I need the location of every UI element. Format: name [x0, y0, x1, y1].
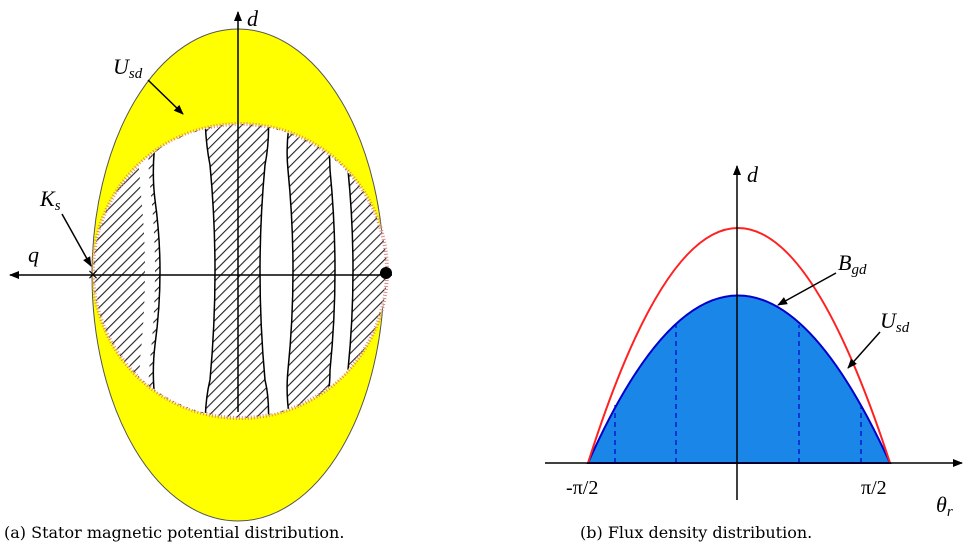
leader: [62, 214, 91, 266]
flux-density-area: [588, 296, 890, 464]
marker-dot: [380, 267, 392, 279]
label-sub: sd: [129, 66, 143, 82]
axis-label: θr: [936, 492, 953, 520]
leader: [848, 332, 880, 368]
label: Bgd: [838, 250, 867, 278]
figure: × d q Usd Ks (a) Stator magnetic potenti…: [0, 0, 973, 550]
caption: (a) Stator magnetic potential distributi…: [4, 523, 344, 542]
label-base: θ: [936, 492, 947, 517]
label-sub: gd: [851, 262, 867, 278]
axis-label: q: [28, 242, 39, 267]
tick-label: π/2: [861, 477, 887, 499]
stator-diagram: × d q Usd Ks (a) Stator magnetic potenti…: [4, 6, 392, 542]
axis-label: d: [747, 162, 759, 187]
flux-diagram: d Bgd Usd -π/2 π/2 θr (b) Flux density d…: [545, 162, 962, 542]
tick-label: -π/2: [566, 477, 598, 499]
label-sub: r: [947, 504, 953, 520]
label-sub: sd: [896, 320, 910, 336]
label: Usd: [880, 308, 910, 336]
label-base: K: [39, 186, 56, 211]
label-sub: s: [55, 198, 61, 214]
axis-label: d: [247, 6, 259, 31]
label: Usd: [113, 54, 143, 82]
caption: (b) Flux density distribution.: [580, 523, 812, 542]
label-base: B: [838, 250, 851, 275]
label: Ks: [39, 186, 61, 214]
